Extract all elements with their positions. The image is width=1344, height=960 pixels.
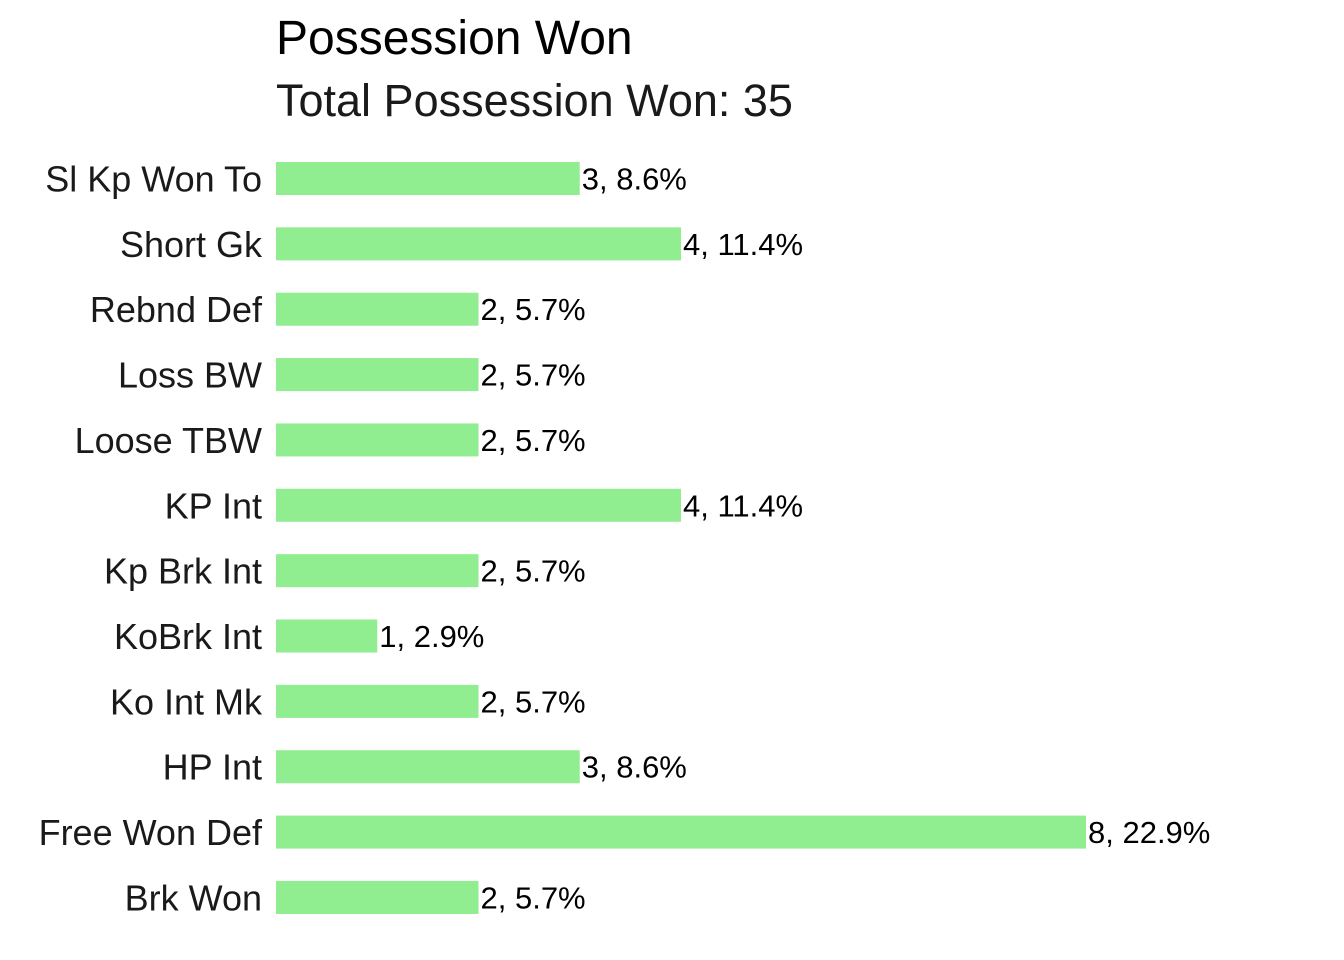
data-label-kp-brk-int: 2, 5.7%	[481, 554, 586, 589]
category-label-rebnd-def: Rebnd Def	[90, 289, 263, 330]
category-label-kp-brk-int: Kp Brk Int	[104, 551, 262, 592]
bar-free-won-def	[276, 815, 1086, 849]
data-label-hp-int: 3, 8.6%	[582, 750, 687, 785]
data-label-short-gk: 4, 11.4%	[683, 227, 803, 262]
bar-loss-bw	[276, 358, 479, 392]
category-label-loose-tbw: Loose TBW	[75, 420, 262, 461]
category-label-short-gk: Short Gk	[120, 224, 263, 265]
chart-subtitle: Total Possession Won: 35	[276, 75, 793, 126]
data-label-ko-int-mk: 2, 5.7%	[481, 684, 586, 719]
data-label-kobrk-int: 1, 2.9%	[379, 619, 484, 654]
bar-hp-int	[276, 750, 580, 784]
category-label-hp-int: HP Int	[163, 747, 262, 788]
data-label-loose-tbw: 2, 5.7%	[481, 423, 586, 458]
data-label-sl-kp-won-to: 3, 8.6%	[582, 162, 687, 197]
bar-brk-won	[276, 880, 479, 914]
bar-short-gk	[276, 227, 681, 261]
category-label-brk-won: Brk Won	[125, 877, 262, 918]
category-label-kobrk-int: KoBrk Int	[114, 616, 262, 657]
bar-loose-tbw	[276, 423, 479, 457]
category-label-free-won-def: Free Won Def	[39, 812, 263, 853]
data-labels-layer: 3, 8.6% 4, 11.4% 2, 5.7% 2, 5.7% 2, 5.7% 4, 1…	[379, 162, 1210, 916]
bar-kp-brk-int	[276, 554, 479, 588]
bar-kobrk-int	[276, 619, 378, 653]
bars-layer	[276, 162, 1086, 914]
data-label-rebnd-def: 2, 5.7%	[481, 292, 586, 327]
category-label-loss-bw: Loss BW	[118, 355, 262, 396]
category-label-kp-int: KP Int	[165, 485, 262, 526]
data-label-brk-won: 2, 5.7%	[481, 880, 586, 915]
chart-title: Possession Won	[276, 12, 633, 65]
category-labels-layer: Sl Kp Won To Short Gk Rebnd Def Loss BW Loos…	[39, 159, 263, 919]
bar-ko-int-mk	[276, 684, 479, 718]
bar-kp-int	[276, 488, 681, 522]
data-label-kp-int: 4, 11.4%	[683, 488, 803, 523]
bar-sl-kp-won-to	[276, 162, 580, 195]
category-label-ko-int-mk: Ko Int Mk	[110, 681, 263, 722]
data-label-loss-bw: 2, 5.7%	[481, 358, 586, 393]
bar-rebnd-def	[276, 292, 479, 326]
category-label-sl-kp-won-to: Sl Kp Won To	[45, 159, 262, 200]
data-label-free-won-def: 8, 22.9%	[1088, 815, 1210, 850]
